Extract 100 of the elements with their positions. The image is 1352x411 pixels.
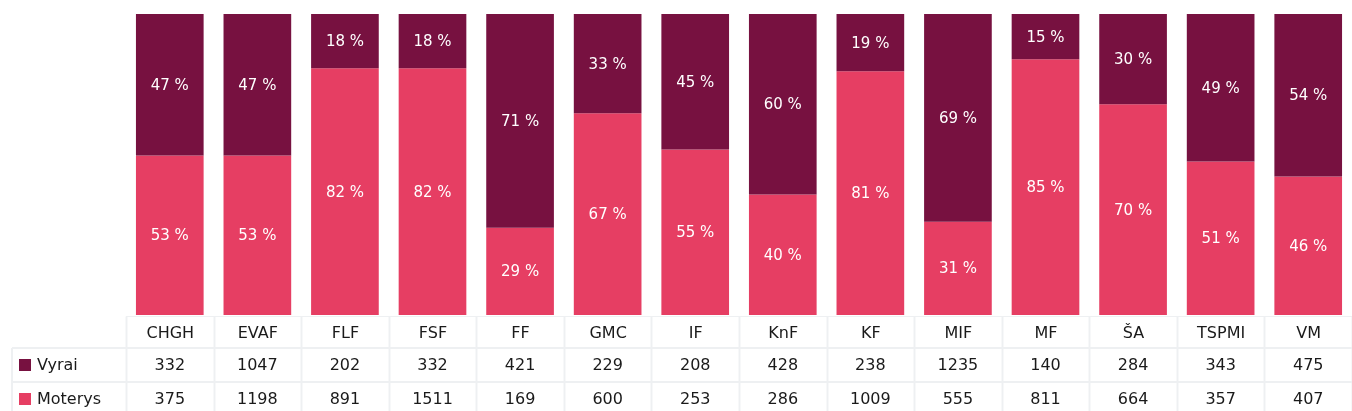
bar — [1011, 59, 1080, 315]
data-label: 54 % — [1289, 86, 1328, 105]
data-label: 71 % — [501, 111, 540, 130]
data-label: 53 % — [238, 226, 277, 245]
data-label: 1511 — [412, 389, 453, 408]
data-label: 70 % — [1114, 200, 1153, 219]
category-label: VM — [1296, 322, 1322, 342]
data-label: 47 % — [238, 75, 277, 94]
bar — [1099, 104, 1167, 315]
bar — [1274, 14, 1343, 177]
category-label: MF — [1034, 322, 1058, 342]
data-label: 30 % — [1114, 50, 1153, 69]
bar — [398, 14, 467, 69]
data-label: 284 — [1117, 355, 1149, 374]
data-label: 67 % — [588, 205, 627, 224]
data-label: 664 — [1117, 389, 1149, 408]
bar — [486, 227, 554, 315]
data-label: 1047 — [237, 355, 278, 374]
category-label: IF — [688, 322, 703, 342]
category-label: KnF — [768, 322, 799, 342]
category-label: FLF — [331, 322, 360, 342]
data-label: 253 — [679, 389, 711, 408]
data-label: 428 — [767, 355, 799, 374]
data-label: 286 — [767, 389, 799, 408]
category-label: MIF — [944, 322, 973, 342]
data-label: 421 — [504, 355, 536, 374]
data-label: 60 % — [763, 95, 802, 114]
data-label: 1009 — [850, 389, 891, 408]
data-label: 375 — [154, 389, 186, 408]
data-label: 55 % — [676, 223, 715, 242]
data-label: 33 % — [588, 54, 627, 73]
data-label: 47 % — [150, 75, 189, 94]
data-label: 49 % — [1201, 78, 1240, 97]
data-label: 555 — [942, 389, 974, 408]
legend-label: Moterys — [37, 389, 102, 408]
data-label: 475 — [1292, 355, 1324, 374]
bar — [573, 113, 642, 315]
bar — [1099, 14, 1167, 105]
data-label: 208 — [679, 355, 711, 374]
bar — [661, 14, 730, 150]
data-label: 18 % — [325, 32, 364, 51]
category-label: TSPMI — [1196, 322, 1246, 342]
data-label: 69 % — [938, 108, 977, 127]
bar — [223, 155, 292, 315]
category-label: GMC — [589, 322, 627, 342]
bar — [398, 68, 467, 315]
data-label: 357 — [1205, 389, 1236, 408]
data-label: 46 % — [1289, 236, 1328, 255]
data-label: 31 % — [938, 259, 977, 278]
data-label: 169 — [504, 389, 536, 408]
data-label: 18 % — [413, 32, 452, 51]
data-label: 29 % — [501, 262, 540, 281]
bar — [223, 14, 292, 156]
bar — [135, 14, 204, 156]
category-label: FF — [511, 322, 530, 342]
bar — [836, 14, 905, 72]
bar — [311, 68, 379, 315]
category-label: KF — [861, 322, 881, 342]
data-label: 202 — [329, 355, 361, 374]
data-label: 82 % — [325, 182, 364, 201]
data-label: 343 — [1205, 355, 1236, 374]
data-label: 229 — [592, 355, 623, 374]
bar — [661, 149, 730, 315]
data-label: 53 % — [150, 226, 189, 245]
bar — [486, 14, 554, 228]
bar — [573, 14, 642, 114]
bar — [748, 194, 817, 315]
bar — [1186, 161, 1255, 315]
data-label: 332 — [417, 355, 448, 374]
data-label: 45 % — [676, 72, 715, 91]
data-label: 891 — [329, 389, 361, 408]
data-label: 600 — [592, 389, 623, 408]
data-label: 238 — [855, 355, 886, 374]
data-label: 19 % — [851, 33, 890, 52]
bar — [924, 14, 992, 222]
data-label: 811 — [1030, 389, 1061, 408]
data-label: 407 — [1292, 389, 1324, 408]
bar — [836, 71, 905, 315]
bar — [135, 155, 204, 315]
data-label: 332 — [154, 355, 186, 374]
data-label: 15 % — [1026, 27, 1065, 46]
bar — [1186, 14, 1255, 162]
data-label: 1198 — [237, 389, 278, 408]
series-label: Vyrai — [37, 355, 78, 374]
category-label: FSF — [418, 322, 448, 342]
data-label: 85 % — [1026, 178, 1065, 197]
bar — [311, 14, 379, 69]
data-label: 51 % — [1201, 229, 1240, 248]
bar — [924, 221, 992, 315]
data-label: 82 % — [413, 182, 452, 201]
data-label: 1235 — [937, 355, 979, 374]
bar — [1274, 176, 1343, 315]
data-label: 140 — [1030, 355, 1061, 374]
category-label: CHGH — [146, 322, 195, 342]
bar — [748, 14, 817, 195]
category-label: ŠA — [1122, 322, 1145, 342]
category-label: EVAF — [237, 322, 278, 342]
bar — [1011, 14, 1080, 60]
data-label: 40 % — [763, 245, 802, 264]
data-label: 81 % — [851, 184, 890, 203]
